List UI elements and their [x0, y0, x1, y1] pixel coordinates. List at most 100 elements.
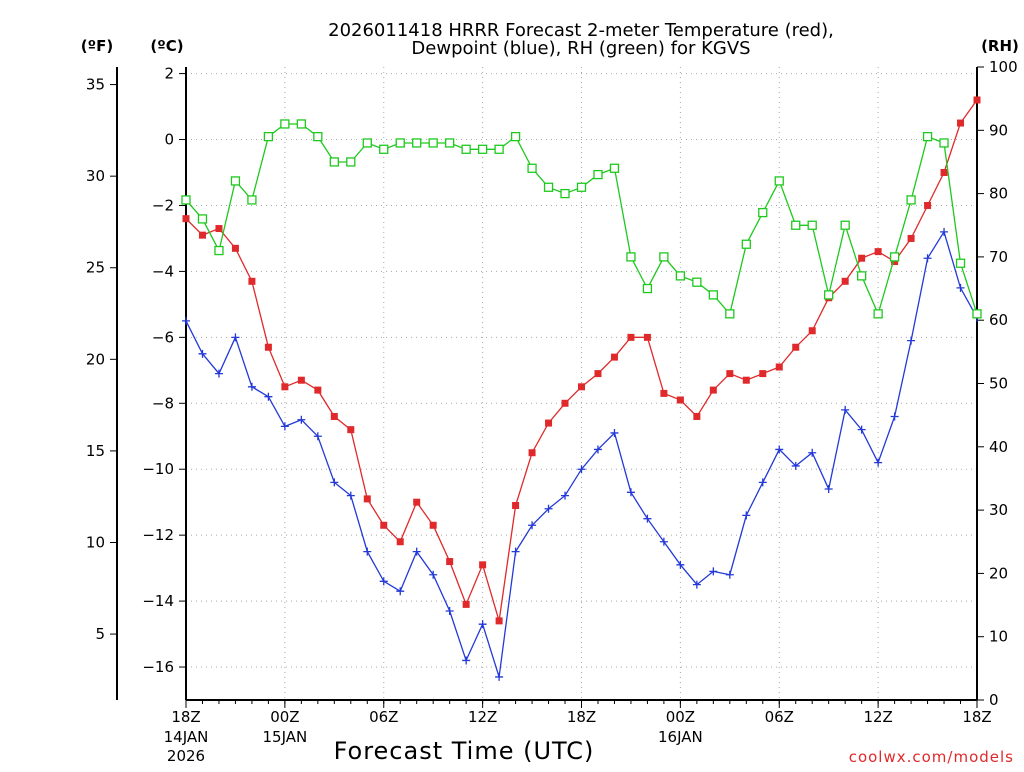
dewpoint-point: [923, 254, 932, 263]
rh-point: [247, 195, 257, 205]
dewpoint-point: [495, 672, 504, 681]
temperature-point: [627, 333, 635, 341]
dewpoint-point: [528, 521, 537, 530]
temperature-point: [281, 383, 289, 391]
temperature-point: [495, 617, 503, 625]
rh-point: [725, 309, 735, 319]
dewpoint-point: [280, 422, 289, 431]
rh-point: [675, 271, 686, 281]
rh-point: [840, 220, 850, 230]
dewpoint-point: [775, 445, 784, 454]
dewpoint-point: [593, 445, 602, 454]
temperature-point: [545, 419, 553, 427]
temperature-point: [924, 201, 932, 209]
rh-point: [181, 195, 191, 205]
x-tick-label: 18Z: [962, 708, 991, 726]
dewpoint-point: [330, 478, 339, 487]
temperature-point: [693, 412, 701, 420]
rh-point: [576, 182, 587, 192]
fahrenheit-tick-label: 35: [86, 76, 105, 94]
rh-point: [758, 207, 768, 218]
temperature-point: [182, 215, 190, 223]
temperature-point: [775, 363, 783, 371]
celsius-tick-label: −2: [152, 196, 174, 214]
rh-point: [939, 138, 949, 148]
chart-title-line2: Dewpoint (blue), RH (green) for KGVS: [411, 38, 750, 59]
temperature-point: [198, 231, 206, 239]
credit-text: coolwx.com/models: [849, 748, 1014, 766]
celsius-tick-label: −14: [142, 592, 174, 610]
temperature-point: [874, 248, 882, 256]
temperature-point: [380, 521, 388, 529]
dewpoint-point: [956, 283, 965, 292]
dewpoint-point: [808, 448, 817, 457]
temperature-point: [709, 386, 717, 394]
x-axis-label: Forecast Time (UTC): [334, 737, 595, 765]
rh-point: [494, 144, 504, 154]
rh-tick-label: 100: [989, 58, 1018, 76]
rh-point: [296, 119, 307, 129]
celsius-tick-label: 0: [164, 131, 174, 149]
fahrenheit-tick-label: 30: [86, 167, 105, 185]
dewpoint-point: [363, 547, 372, 556]
temperature-point: [676, 396, 684, 404]
fahrenheit-tick-label: 25: [86, 259, 105, 277]
temperature-point: [297, 376, 305, 384]
rh-tick-label: 40: [989, 438, 1008, 456]
dewpoint-point: [544, 504, 553, 513]
dewpoint-point: [214, 369, 223, 378]
rh-point: [774, 176, 784, 186]
dewpoint-point: [874, 458, 883, 467]
temperature-point: [479, 561, 487, 569]
rh-point: [412, 138, 422, 148]
temperature-point: [561, 399, 569, 407]
dewpoint-point: [676, 560, 685, 569]
rh-point: [263, 131, 274, 142]
rh-point: [692, 277, 702, 287]
temperature-point: [512, 501, 520, 509]
temperature-point: [594, 370, 602, 378]
temperature-point: [940, 169, 948, 176]
rh-point: [889, 252, 900, 262]
temperature-point: [660, 389, 668, 397]
dewpoint-point: [297, 415, 306, 424]
rh-point: [708, 290, 718, 300]
fahrenheit-tick-label: 15: [86, 442, 105, 460]
dewpoint-point: [379, 577, 388, 586]
temperature-point: [643, 333, 651, 341]
axes: 20−2−4−6−8−10−12−14−16353025201510501020…: [86, 58, 1018, 765]
celsius-tick-label: −12: [142, 526, 174, 544]
chart-title-line1: 2026011418 HRRR Forecast 2-meter Tempera…: [328, 20, 834, 41]
fahrenheit-tick-label: 20: [86, 350, 105, 368]
fahrenheit-unit-label: (ºF): [81, 37, 113, 55]
temperature-point: [792, 343, 800, 351]
series-temperature: [182, 96, 981, 625]
x-tick-label: 12Z: [863, 708, 892, 726]
x-tick-label: 18Z: [567, 708, 596, 726]
dewpoint-point: [907, 336, 916, 345]
celsius-tick-label: 2: [164, 65, 174, 83]
x-tick-day: 15JAN: [263, 728, 308, 746]
temperature-point: [215, 225, 223, 233]
rh-tick-label: 70: [989, 248, 1008, 266]
dewpoint-point: [198, 349, 207, 358]
rh-point: [791, 220, 801, 230]
temperature-point: [413, 498, 421, 506]
temperature-point: [808, 327, 816, 335]
rh-tick-label: 20: [989, 564, 1008, 582]
temperature-point: [858, 254, 866, 262]
temperature-point: [314, 386, 322, 394]
rh-point: [477, 144, 488, 154]
rh-point: [280, 119, 290, 129]
rh-tick-label: 0: [989, 691, 999, 709]
rh-point: [642, 283, 653, 294]
dewpoint-point: [247, 382, 256, 391]
rh-tick-label: 90: [989, 121, 1008, 139]
rh-point: [741, 239, 751, 249]
x-tick-day: 14JAN: [164, 728, 209, 746]
x-tick-label: 00Z: [270, 708, 299, 726]
celsius-tick-label: −6: [152, 328, 174, 346]
dewpoint-point: [758, 478, 767, 487]
rh-point: [972, 309, 982, 319]
